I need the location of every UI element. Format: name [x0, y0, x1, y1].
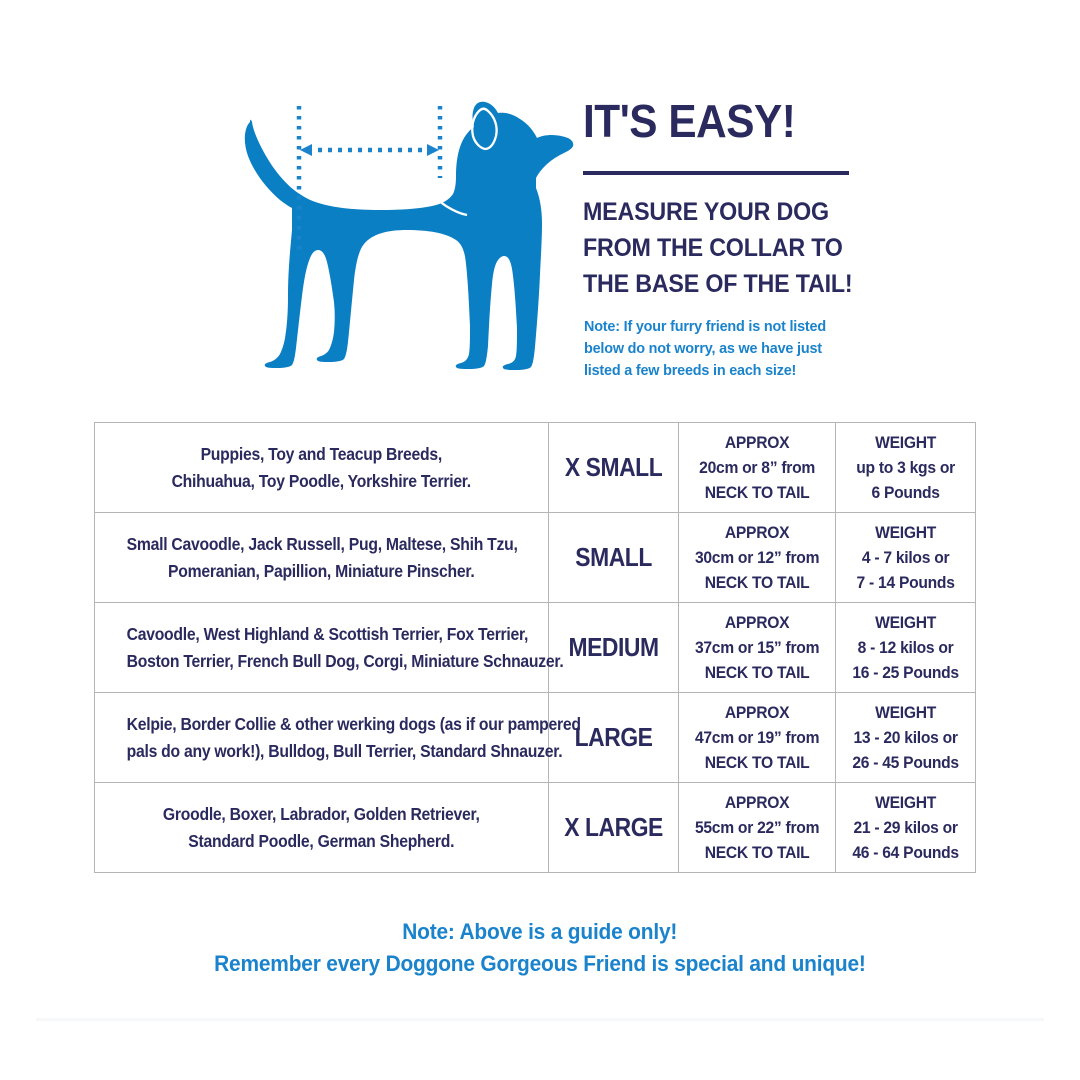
cell-approx: APPROX 20cm or 8” from NECK TO TAIL: [677, 422, 836, 513]
approx-line-3: NECK TO TAIL: [704, 573, 810, 592]
cell-size: MEDIUM: [547, 602, 679, 693]
footer-note-line-2-text: Remember every Doggone Gorgeous Friend i…: [214, 951, 866, 976]
breeds-line-1: Groodle, Boxer, Labrador, Golden Retriev…: [162, 803, 480, 824]
footer-note: Note: Above is a guide only! Remember ev…: [0, 916, 1080, 980]
weight-line-1: WEIGHT: [874, 613, 936, 632]
cell-breeds: Puppies, Toy and Teacup Breeds, Chihuahu…: [94, 422, 549, 513]
cell-approx: APPROX 55cm or 22” from NECK TO TAIL: [677, 782, 836, 873]
cell-approx: APPROX 30cm or 12” from NECK TO TAIL: [677, 512, 836, 603]
breeds-line-1: Kelpie, Border Collie & other werking do…: [126, 713, 581, 734]
headline-block: IT'S EASY!: [583, 96, 883, 146]
weight-line-1: WEIGHT: [874, 703, 936, 722]
cell-breeds: Small Cavoodle, Jack Russell, Pug, Malte…: [94, 512, 549, 603]
cell-size: SMALL: [547, 512, 679, 603]
breeds-line-1: Cavoodle, West Highland & Scottish Terri…: [126, 623, 529, 644]
top-note-line-1: Note: If your furry friend is not listed: [584, 318, 826, 335]
cell-weight: WEIGHT 4 - 7 kilos or 7 - 14 Pounds: [834, 512, 977, 603]
approx-line-1: APPROX: [724, 523, 790, 542]
breeds-line-2: Chihuahua, Toy Poodle, Yorkshire Terrier…: [171, 470, 472, 491]
cell-weight: WEIGHT 8 - 12 kilos or 16 - 25 Pounds: [834, 602, 977, 693]
cell-approx: APPROX 47cm or 19” from NECK TO TAIL: [677, 692, 836, 783]
weight-line-3: 6 Pounds: [871, 483, 940, 502]
top-note: Note: If your furry friend is not listed…: [584, 316, 872, 382]
weight-line-3: 26 - 45 Pounds: [852, 753, 959, 772]
headline-divider: [583, 171, 849, 175]
cell-breeds: Groodle, Boxer, Labrador, Golden Retriev…: [94, 782, 549, 873]
cell-breeds: Kelpie, Border Collie & other werking do…: [94, 692, 581, 783]
cell-weight: WEIGHT 13 - 20 kilos or 26 - 45 Pounds: [834, 692, 977, 783]
breeds-line-2: Pomeranian, Papillion, Miniature Pinsche…: [168, 560, 475, 581]
top-note-line-2: below do not worry, as we have just: [584, 340, 822, 357]
subheading-line-3: THE BASE OF THE TAIL!: [583, 270, 853, 298]
approx-line-3: NECK TO TAIL: [704, 663, 810, 682]
top-note-line-3: listed a few breeds in each size!: [584, 362, 797, 379]
table-row: Kelpie, Border Collie & other werking do…: [94, 692, 977, 783]
size-label: X LARGE: [563, 812, 663, 842]
size-label: LARGE: [574, 722, 653, 752]
approx-line-3: NECK TO TAIL: [704, 843, 810, 862]
subheading: MEASURE YOUR DOG FROM THE COLLAR TO THE …: [583, 194, 853, 302]
weight-line-3: 16 - 25 Pounds: [852, 663, 959, 682]
dog-collar-line: [416, 170, 468, 217]
cell-size: LARGE: [547, 692, 679, 783]
table-row: Puppies, Toy and Teacup Breeds, Chihuahu…: [94, 422, 977, 513]
cell-breeds: Cavoodle, West Highland & Scottish Terri…: [94, 602, 564, 693]
footer-note-line-1: Note: Above is a guide only!: [0, 916, 1080, 948]
approx-line-3: NECK TO TAIL: [704, 483, 810, 502]
breeds-line-1: Small Cavoodle, Jack Russell, Pug, Malte…: [126, 533, 518, 554]
approx-line-2: 20cm or 8” from: [698, 458, 815, 477]
weight-line-2: 8 - 12 kilos or: [857, 638, 954, 657]
footer-note-line-1-text: Note: Above is a guide only!: [402, 919, 678, 944]
dog-silhouette-shape: [244, 101, 574, 370]
page-title: IT'S EASY!: [583, 95, 796, 147]
size-label: SMALL: [574, 542, 652, 572]
approx-line-1: APPROX: [724, 703, 790, 722]
weight-line-1: WEIGHT: [874, 523, 936, 542]
approx-line-2: 47cm or 19” from: [694, 728, 820, 747]
subheading-line-1: MEASURE YOUR DOG: [583, 198, 829, 226]
approx-line-3: NECK TO TAIL: [704, 753, 810, 772]
approx-line-2: 37cm or 15” from: [694, 638, 820, 657]
approx-line-2: 55cm or 22” from: [694, 818, 820, 837]
size-label: MEDIUM: [567, 632, 659, 662]
approx-line-1: APPROX: [724, 433, 790, 452]
measurement-arrow-head-left: [300, 144, 312, 156]
approx-line-1: APPROX: [724, 793, 790, 812]
dog-illustration: [232, 100, 576, 380]
breeds-line-1: Puppies, Toy and Teacup Breeds,: [200, 443, 443, 464]
weight-line-3: 46 - 64 Pounds: [852, 843, 959, 862]
size-guide-table: Puppies, Toy and Teacup Breeds, Chihuahu…: [94, 422, 977, 873]
table-row: Groodle, Boxer, Labrador, Golden Retriev…: [94, 782, 977, 873]
measurement-arrow-head-right: [427, 144, 439, 156]
weight-line-2: 13 - 20 kilos or: [853, 728, 958, 747]
weight-line-1: WEIGHT: [874, 793, 936, 812]
size-label: X SMALL: [564, 452, 662, 482]
dog-ear-outline: [471, 107, 498, 151]
breeds-line-2: pals do any work!), Bulldog, Bull Terrie…: [126, 740, 563, 761]
approx-line-1: APPROX: [724, 613, 790, 632]
breeds-line-2: Boston Terrier, French Bull Dog, Corgi, …: [126, 650, 564, 671]
cell-weight: WEIGHT 21 - 29 kilos or 46 - 64 Pounds: [834, 782, 977, 873]
table-row: Cavoodle, West Highland & Scottish Terri…: [94, 602, 977, 693]
bottom-divider: [36, 1018, 1044, 1021]
weight-line-1: WEIGHT: [874, 433, 936, 452]
footer-note-line-2: Remember every Doggone Gorgeous Friend i…: [0, 948, 1080, 980]
header-section: IT'S EASY! MEASURE YOUR DOG FROM THE COL…: [0, 0, 1080, 410]
breeds-line-2: Standard Poodle, German Shepherd.: [188, 830, 455, 851]
cell-size: X SMALL: [547, 422, 679, 513]
weight-line-3: 7 - 14 Pounds: [856, 573, 955, 592]
approx-line-2: 30cm or 12” from: [694, 548, 820, 567]
cell-size: X LARGE: [547, 782, 679, 873]
weight-line-2: up to 3 kgs or: [856, 458, 955, 477]
subheading-line-2: FROM THE COLLAR TO: [583, 234, 843, 262]
cell-approx: APPROX 37cm or 15” from NECK TO TAIL: [677, 602, 836, 693]
weight-line-2: 4 - 7 kilos or: [861, 548, 950, 567]
weight-line-2: 21 - 29 kilos or: [853, 818, 958, 837]
cell-weight: WEIGHT up to 3 kgs or 6 Pounds: [834, 422, 977, 513]
table-row: Small Cavoodle, Jack Russell, Pug, Malte…: [94, 512, 977, 603]
